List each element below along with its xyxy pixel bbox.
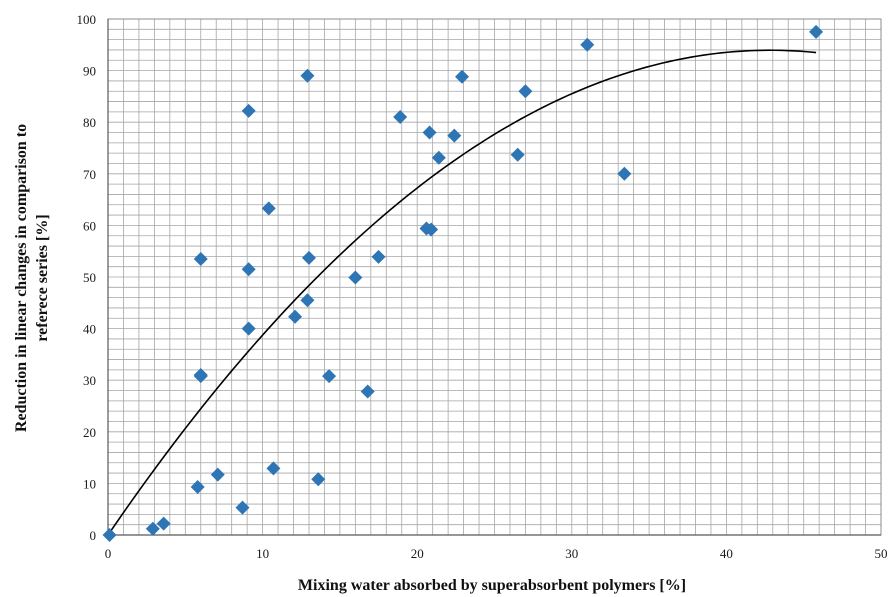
data-points — [102, 24, 824, 542]
data-point — [617, 166, 632, 181]
y-axis-title: Reduction in linear changes in compariso… — [13, 124, 51, 432]
y-tick-label: 80 — [83, 115, 96, 130]
data-point — [241, 321, 256, 336]
data-point — [301, 250, 316, 265]
x-axis-title: Mixing water absorbed by superabsorbent … — [298, 577, 686, 594]
x-tick-label: 10 — [256, 546, 269, 561]
data-point — [447, 128, 462, 143]
y-tick-label: 100 — [77, 12, 97, 27]
data-point — [190, 480, 205, 495]
data-point — [360, 384, 375, 399]
y-axis-title-line-2: referece series [%] — [34, 214, 51, 341]
data-point — [422, 125, 437, 140]
data-point — [193, 251, 208, 266]
x-tick-label: 40 — [720, 546, 733, 561]
data-point — [580, 37, 595, 52]
data-point — [241, 103, 256, 118]
x-tick-label: 20 — [411, 546, 424, 561]
data-point — [288, 309, 303, 324]
data-point — [455, 69, 470, 84]
data-point — [102, 528, 117, 542]
data-point — [145, 521, 160, 536]
data-point — [235, 500, 250, 515]
data-point — [311, 472, 326, 487]
y-tick-label: 50 — [83, 270, 96, 285]
data-point — [300, 293, 315, 308]
axes — [107, 19, 881, 536]
y-tick-label: 10 — [83, 476, 96, 491]
data-point — [210, 467, 225, 482]
data-point — [393, 110, 408, 125]
y-tick-label: 30 — [83, 373, 96, 388]
data-point — [431, 150, 446, 165]
x-tick-label: 50 — [875, 546, 888, 561]
trendline — [107, 49, 817, 536]
y-axis-title-line-1: Reduction in linear changes in compariso… — [13, 124, 30, 432]
data-point — [348, 270, 363, 285]
data-point — [518, 84, 533, 99]
data-point — [241, 262, 256, 277]
x-tick-label: 0 — [105, 546, 112, 561]
y-tick-label: 60 — [83, 218, 96, 233]
y-tick-label: 90 — [83, 64, 96, 79]
data-point — [261, 201, 276, 216]
data-point — [510, 147, 525, 162]
data-point — [156, 516, 171, 531]
data-point — [193, 369, 208, 384]
y-tick-label: 40 — [83, 322, 96, 337]
x-tick-label: 30 — [565, 546, 578, 561]
data-point — [322, 369, 337, 384]
data-point — [424, 222, 439, 237]
tick-labels: 0 10 20 30 40 50 0 10 20 30 40 50 60 70 80 90 100 — [77, 12, 888, 561]
data-point — [266, 461, 281, 476]
y-tick-label: 0 — [90, 528, 97, 543]
y-tick-label: 70 — [83, 167, 96, 182]
gridlines — [108, 19, 881, 535]
data-point — [371, 249, 386, 264]
data-point — [300, 68, 315, 83]
y-tick-label: 20 — [83, 425, 96, 440]
data-point — [809, 24, 824, 39]
